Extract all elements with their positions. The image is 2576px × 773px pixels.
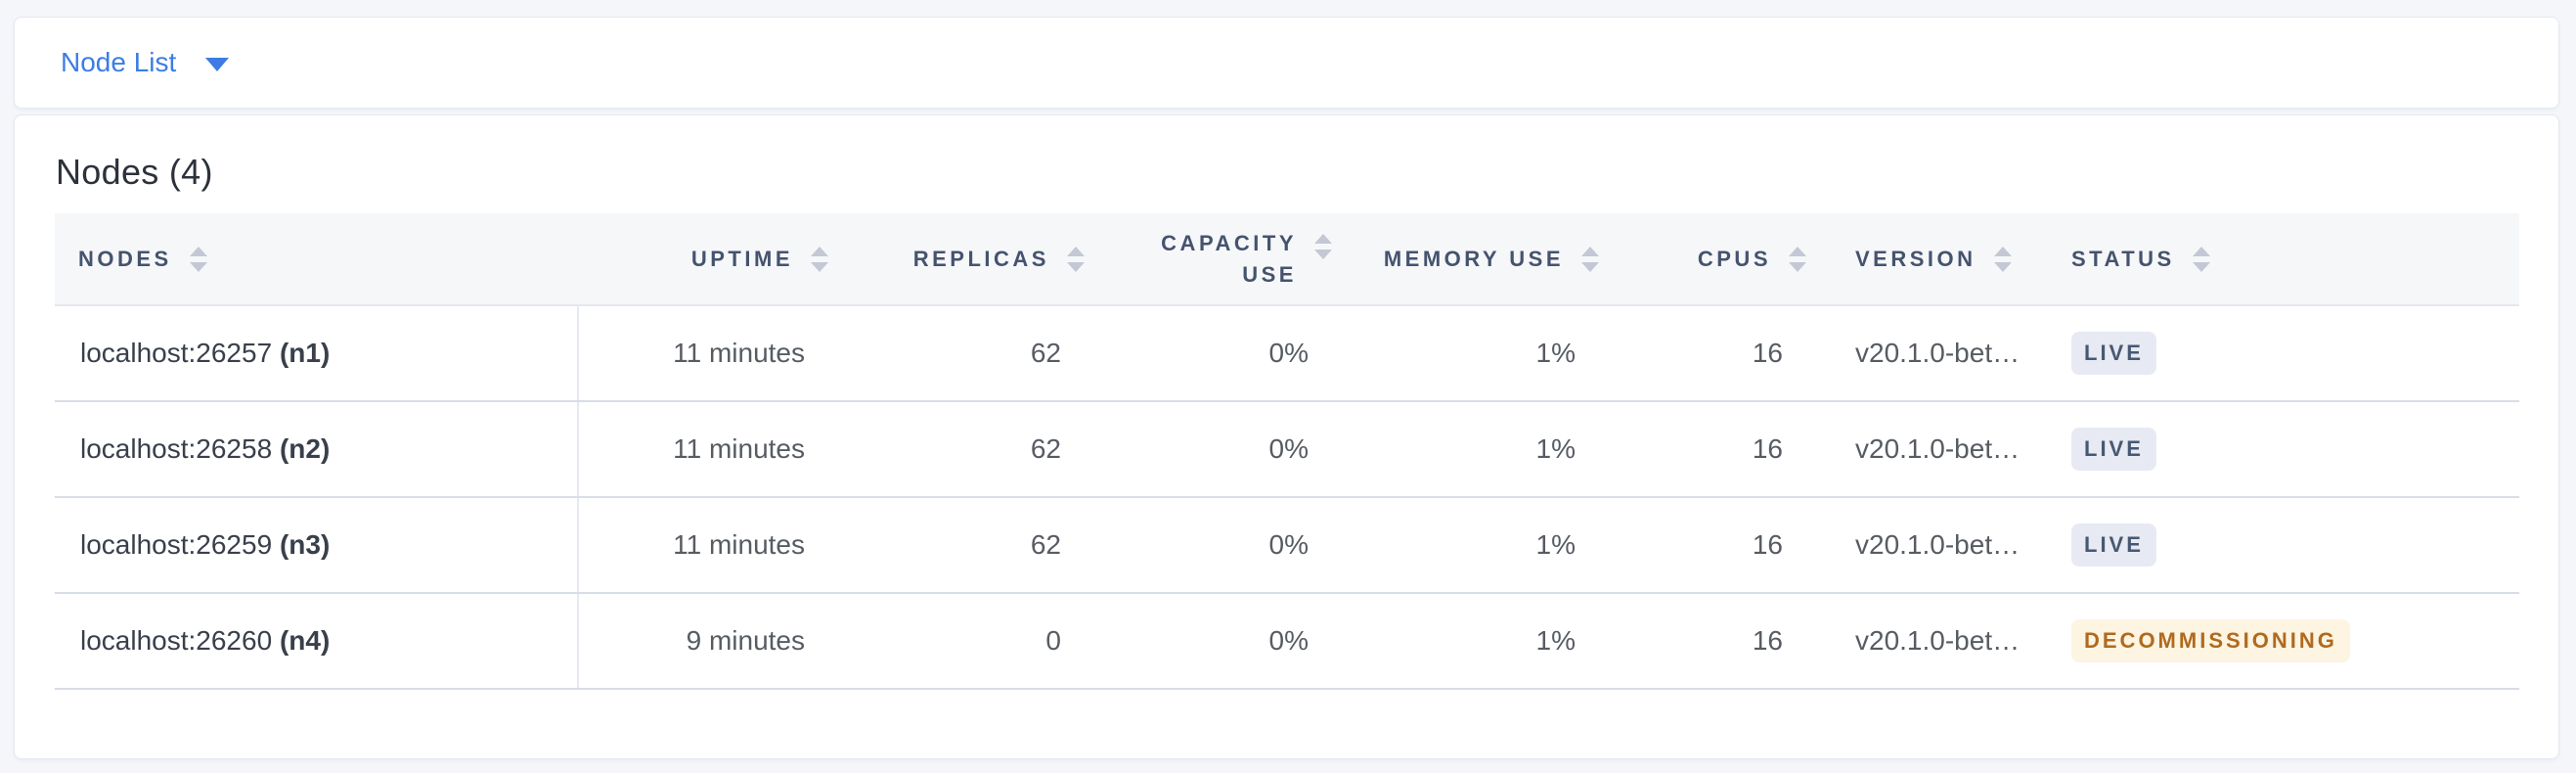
column-header-label: NODES — [78, 246, 172, 271]
table-row: localhost:26258 (n2) 11 minutes 62 0% 1%… — [55, 401, 2519, 498]
column-header-uptime[interactable]: UPTIME — [578, 213, 834, 306]
replicas-cell: 0 — [834, 593, 1090, 690]
node-id: (n2) — [279, 433, 331, 464]
uptime-cell: 9 minutes — [578, 593, 834, 690]
nodes-table: NODES UPTIME REPLICAS — [55, 213, 2519, 690]
sort-icon — [1789, 246, 1806, 272]
column-header-label: MEMORY USE — [1383, 246, 1564, 271]
node-address: localhost:26257 — [80, 338, 273, 368]
sort-icon — [1067, 246, 1085, 272]
view-selector-dropdown[interactable]: Node List — [61, 47, 230, 78]
sort-icon — [189, 246, 207, 272]
status-badge: LIVE — [2071, 331, 2156, 376]
column-header-nodes[interactable]: NODES — [55, 213, 578, 306]
sort-icon — [2192, 246, 2210, 272]
page-title: Nodes (4) — [56, 152, 213, 192]
sort-icon — [1581, 246, 1599, 272]
column-header-version[interactable]: VERSION — [1812, 213, 2042, 306]
node-address-cell: localhost:26259 (n3) — [55, 497, 579, 594]
column-header-label: REPLICAS — [912, 246, 1049, 271]
node-id: (n1) — [279, 338, 331, 368]
node-address: localhost:26258 — [80, 433, 273, 464]
column-header-cpus[interactable]: CPUS — [1605, 213, 1812, 306]
status-cell: DECOMMISSIONING — [2042, 593, 2519, 690]
column-header-label: STATUS — [2071, 246, 2175, 271]
cpus-cell: 16 — [1605, 593, 1812, 690]
column-header-label: UPTIME — [690, 246, 793, 271]
caret-down-icon — [205, 57, 230, 71]
cpus-cell: 16 — [1605, 401, 1812, 498]
replicas-cell: 62 — [834, 497, 1090, 594]
column-header-label: VERSION — [1855, 246, 1976, 271]
version-cell: v20.1.0-bet… — [1812, 593, 2042, 690]
column-header-capacity-use[interactable]: CAPACITY USE — [1090, 213, 1338, 306]
view-selector-label: Node List — [61, 47, 177, 77]
memory-use-cell: 1% — [1338, 305, 1605, 402]
memory-use-cell: 1% — [1338, 401, 1605, 498]
capacity-use-cell: 0% — [1090, 497, 1338, 594]
memory-use-cell: 1% — [1338, 593, 1605, 690]
sort-icon — [811, 246, 828, 272]
node-address-cell: localhost:26260 (n4) — [55, 593, 579, 690]
status-cell: LIVE — [2042, 497, 2519, 594]
table-row: localhost:26257 (n1) 11 minutes 62 0% 1%… — [55, 305, 2519, 402]
replicas-cell: 62 — [834, 401, 1090, 498]
cpus-cell: 16 — [1605, 497, 1812, 594]
node-address: localhost:26260 — [80, 625, 273, 656]
cpus-cell: 16 — [1605, 305, 1812, 402]
version-cell: v20.1.0-bet… — [1812, 401, 2042, 498]
uptime-cell: 11 minutes — [578, 305, 834, 402]
node-id: (n3) — [279, 529, 331, 560]
column-header-memory-use[interactable]: MEMORY USE — [1338, 213, 1605, 306]
status-badge: DECOMMISSIONING — [2071, 618, 2350, 663]
node-id: (n4) — [279, 625, 331, 656]
nodes-panel: Nodes (4) NODES UPTIME — [14, 114, 2559, 759]
column-header-label: CAPACITY USE — [1161, 230, 1297, 287]
memory-use-cell: 1% — [1338, 497, 1605, 594]
node-address-cell: localhost:26258 (n2) — [55, 401, 579, 498]
node-address: localhost:26259 — [80, 529, 273, 560]
capacity-use-cell: 0% — [1090, 593, 1338, 690]
toolbar: Node List — [14, 17, 2559, 109]
status-cell: LIVE — [2042, 305, 2519, 402]
capacity-use-cell: 0% — [1090, 305, 1338, 402]
capacity-use-cell: 0% — [1090, 401, 1338, 498]
uptime-cell: 11 minutes — [578, 497, 834, 594]
node-address-cell: localhost:26257 (n1) — [55, 305, 579, 402]
uptime-cell: 11 minutes — [578, 401, 834, 498]
sort-icon — [1993, 246, 2012, 272]
column-header-replicas[interactable]: REPLICAS — [834, 213, 1090, 306]
version-cell: v20.1.0-bet… — [1812, 305, 2042, 402]
status-cell: LIVE — [2042, 401, 2519, 498]
version-cell: v20.1.0-bet… — [1812, 497, 2042, 594]
table-header-row: NODES UPTIME REPLICAS — [55, 213, 2519, 306]
table-row: localhost:26260 (n4) 9 minutes 0 0% 1% 1… — [55, 593, 2519, 690]
sort-icon — [1314, 233, 1332, 259]
column-header-status[interactable]: STATUS — [2042, 213, 2519, 306]
table-row: localhost:26259 (n3) 11 minutes 62 0% 1%… — [55, 497, 2519, 594]
column-header-label: CPUS — [1697, 246, 1771, 271]
status-badge: LIVE — [2071, 523, 2156, 568]
replicas-cell: 62 — [834, 305, 1090, 402]
status-badge: LIVE — [2071, 427, 2156, 472]
